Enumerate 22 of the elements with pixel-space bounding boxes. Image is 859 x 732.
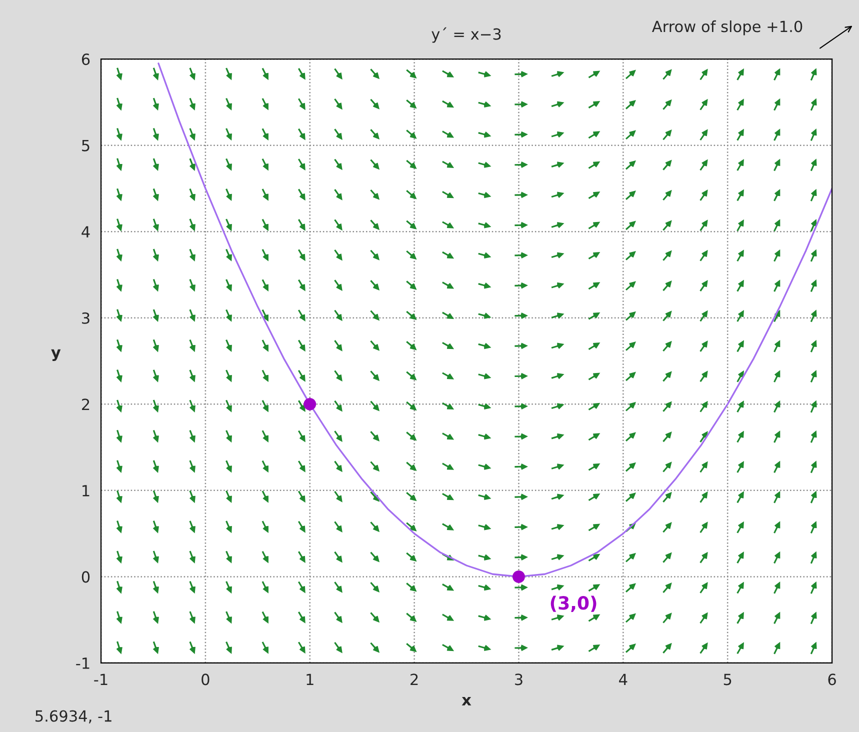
y-tick-label: 5	[82, 140, 90, 152]
y-tick-label: 3	[82, 312, 90, 324]
chart-title: y´ = x−3	[432, 27, 501, 43]
x-tick-label: 2	[410, 674, 418, 685]
y-tick-label: 1	[82, 485, 90, 496]
x-tick-label: 1	[306, 674, 314, 685]
x-tick-label: 3	[515, 674, 522, 686]
y-tick-label: 4	[82, 226, 90, 238]
x-axis-title: x	[462, 696, 472, 706]
x-tick-label: -1	[94, 674, 108, 685]
y-tick-label: -1	[76, 658, 90, 669]
annotation: (3,0)	[550, 596, 596, 612]
text: Arrow of slope +1.0	[652, 20, 802, 36]
x-tick-label: 4	[619, 674, 628, 685]
y-axis-title: y	[51, 349, 61, 362]
text: 5.6934, -1	[36, 710, 112, 724]
x-tick-label: 0	[202, 674, 210, 686]
y-tick-label: 0	[82, 571, 90, 583]
y-tick-label: 2	[82, 398, 90, 410]
x-tick-label: 5	[724, 674, 732, 686]
y-tick-label: 6	[82, 54, 90, 66]
x-tick-label: 6	[828, 674, 836, 686]
